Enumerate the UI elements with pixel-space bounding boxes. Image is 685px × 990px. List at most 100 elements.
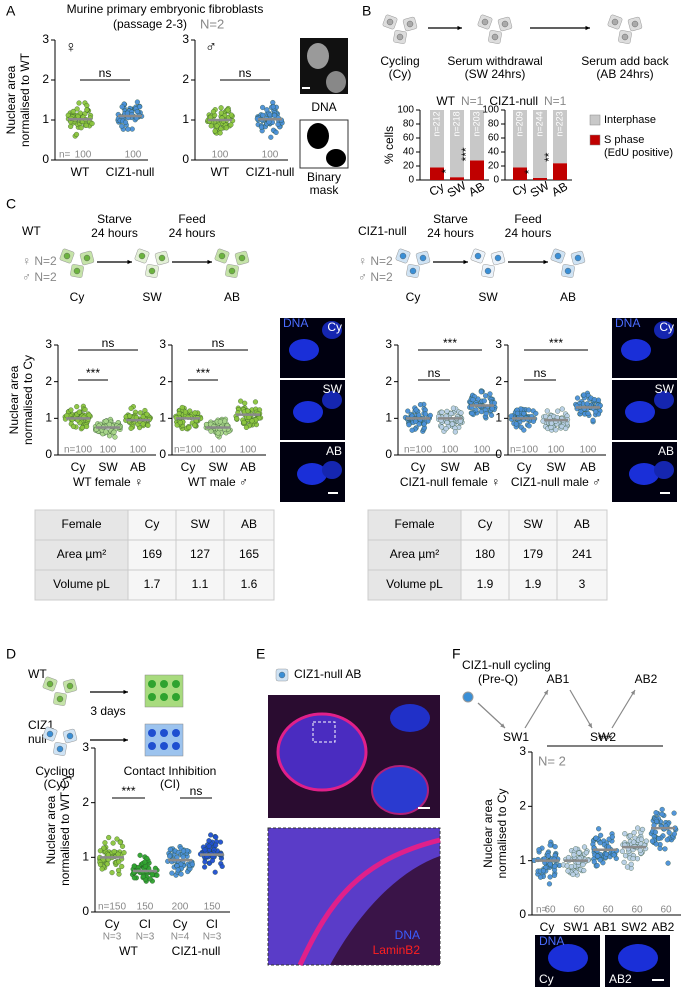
image-label: SW (655, 382, 675, 396)
x-tick-label: Cy (540, 920, 555, 934)
nucleus-icon (631, 20, 639, 28)
group-label: CIZ1-null female ♀ (400, 475, 500, 489)
nucleus-image (390, 704, 430, 732)
dot (252, 399, 259, 405)
table-text: 165 (239, 547, 259, 561)
dot (573, 846, 579, 852)
dot (149, 872, 155, 878)
arrow (611, 689, 636, 729)
y-tick-label: 1 (182, 112, 189, 126)
stat-label: *** (549, 336, 563, 350)
y-axis-label: Nuclear area (481, 799, 495, 868)
dot (208, 123, 214, 129)
image-label: Cy (659, 320, 674, 334)
table-cell (556, 539, 608, 571)
bar-segment (430, 167, 444, 180)
arrow-head (587, 723, 592, 728)
table-text: 169 (142, 547, 162, 561)
step-label: AB2 (635, 672, 658, 686)
n-note: N=2 (200, 16, 224, 31)
n-note: ♂ N=2 (22, 270, 57, 284)
dot (97, 848, 103, 854)
group-label: CIZ1-null (172, 944, 221, 958)
nucleus-icon (160, 742, 168, 750)
dot (106, 834, 112, 841)
n-label: n=100 (174, 445, 203, 456)
dot (192, 410, 198, 416)
table-text: Female (61, 517, 101, 531)
x-tick-label: Cy (510, 180, 530, 199)
dot (422, 411, 429, 417)
dot (167, 853, 173, 859)
x-tick-label: SW2 (621, 920, 647, 934)
table-text: 3 (579, 577, 586, 591)
dot (122, 119, 129, 125)
nucleus-image (297, 463, 327, 485)
dot (128, 405, 134, 411)
dot (583, 850, 590, 856)
dot (258, 124, 265, 130)
dot (449, 421, 455, 427)
stain-label: LaminB2 (373, 943, 421, 957)
bar-segment (533, 177, 547, 180)
dot (565, 868, 571, 874)
genotype: null (28, 732, 47, 746)
dot (621, 859, 627, 865)
dot (470, 397, 476, 403)
n-label: n=209 (514, 111, 524, 136)
nucleus-image (289, 339, 319, 361)
y-tick-label: 2 (385, 374, 392, 388)
y-axis-label: % cells (382, 126, 396, 164)
dot (177, 420, 183, 426)
y-tick-label: 1 (385, 411, 392, 425)
stage-label: Cy (406, 290, 421, 304)
dot (129, 126, 135, 132)
arrow (569, 689, 593, 729)
nucleus-icon (611, 18, 619, 26)
n-label: 60 (544, 905, 556, 916)
dot (84, 423, 90, 430)
image-label: Cy (539, 972, 554, 986)
y-axis-label: normalised to Cy (495, 788, 509, 878)
table-text: 1.7 (144, 577, 161, 591)
dot (169, 870, 175, 876)
table-text: 1.6 (241, 577, 258, 591)
y-axis-label: Nuclear area (7, 365, 21, 434)
dot (526, 423, 532, 429)
dot (595, 853, 601, 859)
genotype: WT (22, 224, 41, 238)
y-tick-label: 2 (42, 72, 49, 86)
dot (104, 861, 110, 867)
y-axis-label: Nuclear area (4, 65, 18, 134)
y-tick-label: 2 (182, 72, 189, 86)
step-label: Starve (97, 212, 132, 226)
x-tick-label: SW (440, 460, 460, 474)
dot (222, 418, 228, 424)
dot (110, 840, 116, 846)
step-label: 24 hours (169, 226, 216, 240)
arrow-head (463, 259, 468, 265)
n-label: 100 (240, 445, 257, 456)
stat-label: *** (598, 732, 612, 746)
nucleus-icon (148, 693, 156, 701)
y-tick-label: 3 (159, 337, 166, 351)
bar-segment (553, 163, 567, 180)
x-tick-label: AB (130, 460, 146, 474)
cell-sheet (144, 674, 184, 708)
dot (116, 859, 122, 865)
table-cell (34, 509, 129, 541)
chart-subtitle: N=1 (544, 94, 567, 108)
n-label: n=100 (404, 445, 433, 456)
dot (481, 398, 487, 404)
dot (260, 104, 266, 111)
stat-label: *** (443, 336, 457, 350)
x-tick-label: AB1 (594, 920, 617, 934)
dot (208, 428, 214, 434)
y-axis-label: Nuclear areanormalised to WT (4, 52, 32, 147)
dot (142, 859, 148, 865)
x-tick-label: CI (206, 917, 218, 931)
dot (421, 421, 427, 427)
legend-label: Interphase (604, 114, 656, 126)
dot (243, 424, 249, 430)
image-label: SW (323, 382, 343, 396)
